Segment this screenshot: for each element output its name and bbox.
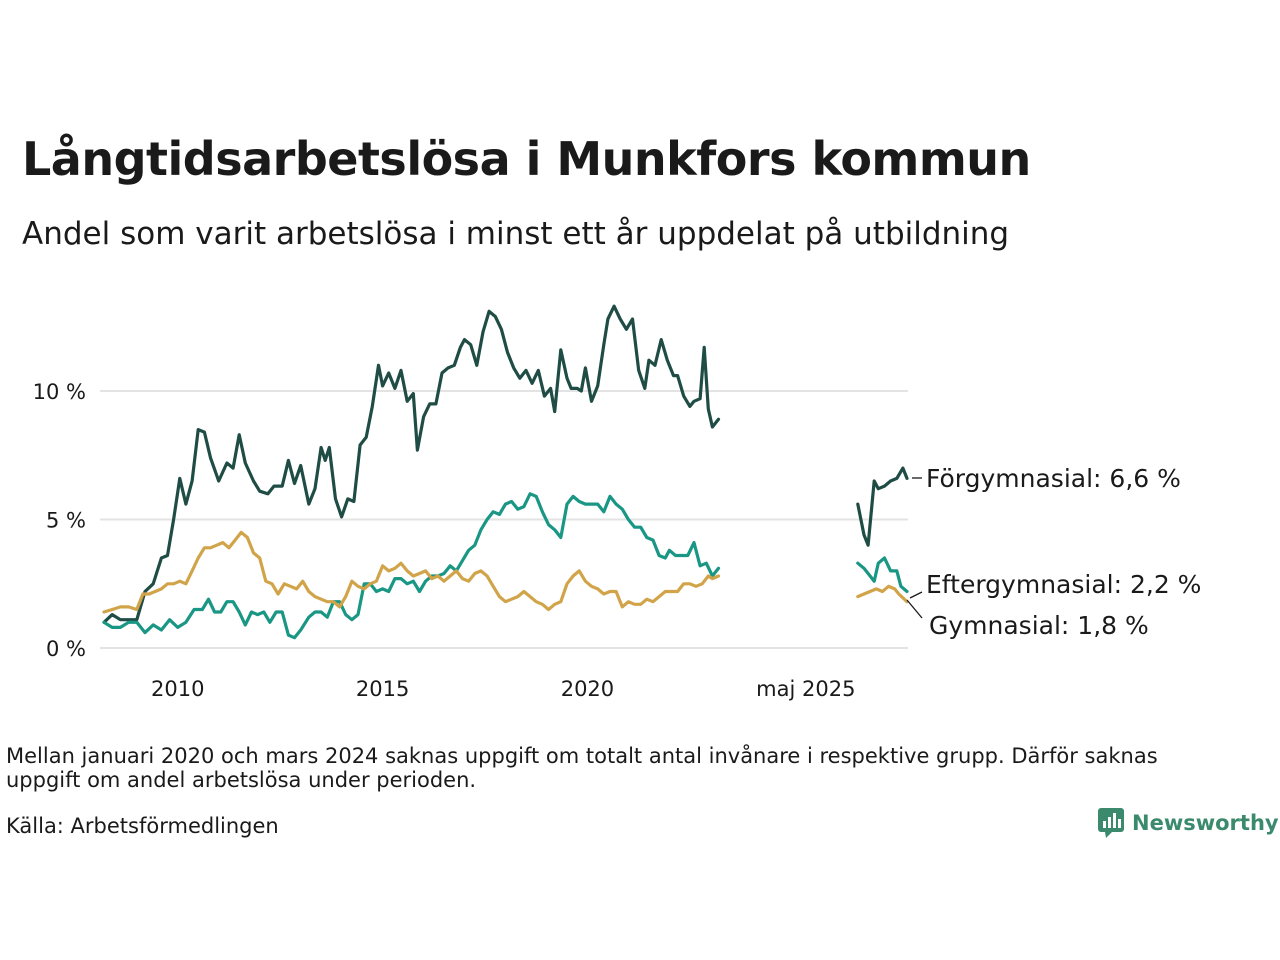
y-tick-label: 5 % — [46, 509, 86, 533]
grid-lines — [100, 390, 908, 649]
y-axis-ticks: 0 % 5 % 10 % — [33, 380, 86, 661]
series-line-eftergymnasial — [102, 492, 721, 640]
logo-text: Newsworthy — [1132, 811, 1279, 835]
line-chart: 0 % 5 % 10 % 2010 2015 2020 maj 2025 Förgymna… — [33, 304, 1201, 701]
series-label-gymnasial: Gymnasial: 1,8 % — [929, 611, 1149, 640]
newsworthy-logo: Newsworthy — [1098, 808, 1279, 838]
x-tick-label: 2010 — [151, 677, 204, 701]
series-line-eftergymnasial — [856, 556, 909, 594]
label-leader — [909, 591, 923, 599]
y-tick-label: 0 % — [46, 637, 86, 661]
series-line-forgymnasial — [856, 466, 909, 547]
x-tick-label: 2015 — [356, 677, 409, 701]
label-leader — [906, 599, 923, 619]
series-line-gymnasial — [856, 584, 909, 604]
chart-subtitle: Andel som varit arbetslösa i minst ett å… — [22, 216, 1010, 252]
series-label-forgymnasial: Förgymnasial: 6,6 % — [926, 464, 1181, 493]
chart-title: Långtidsarbetslösa i Munkfors kommun — [22, 132, 1031, 186]
y-tick-label: 10 % — [33, 380, 86, 404]
series-line-forgymnasial — [102, 304, 721, 624]
source-note: Källa: Arbetsförmedlingen — [6, 814, 279, 838]
x-tick-label: 2020 — [561, 677, 614, 701]
series-line-gymnasial — [102, 530, 721, 614]
series-label-eftergymnasial: Eftergymnasial: 2,2 % — [926, 570, 1201, 599]
series-lines — [102, 304, 909, 640]
footnote: Mellan januari 2020 och mars 2024 saknas… — [6, 744, 1158, 792]
bar-chart-bubble-icon — [1098, 808, 1124, 838]
x-tick-label: maj 2025 — [756, 677, 855, 701]
series-end-labels: Förgymnasial: 6,6 % Eftergymnasial: 2,2 %… — [906, 464, 1201, 640]
x-axis-ticks: 2010 2015 2020 maj 2025 — [151, 677, 855, 701]
